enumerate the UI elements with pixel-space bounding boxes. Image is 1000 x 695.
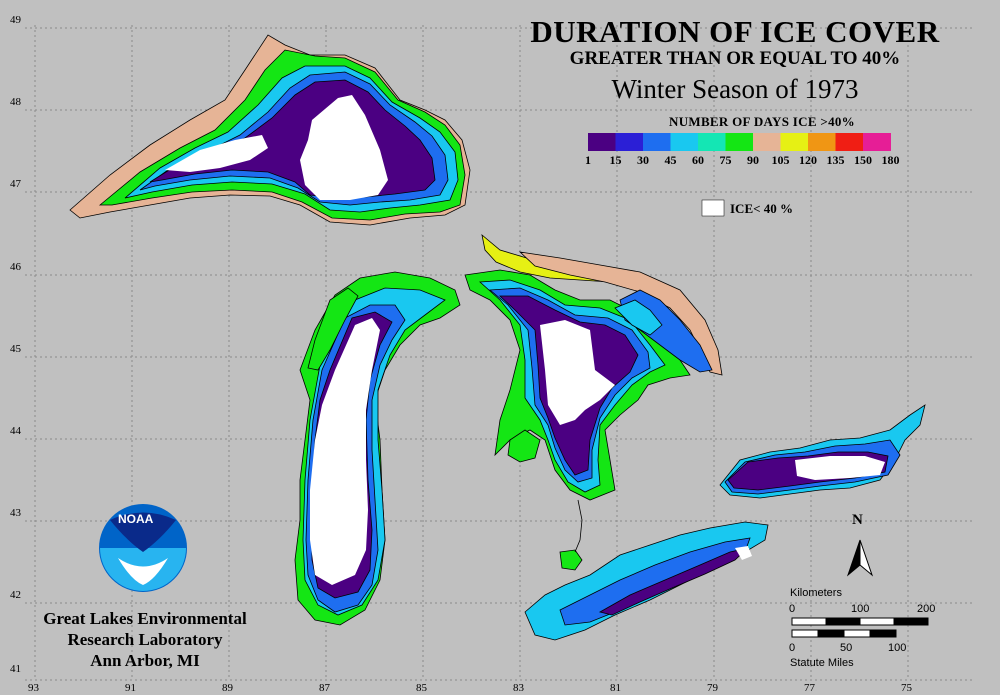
huron-ice-lt-40: [540, 320, 615, 425]
saginaw-bay-green: [507, 429, 541, 463]
lat-label: 47: [10, 178, 21, 190]
scale-mi-tick: 0: [789, 642, 796, 654]
legend-swatch: [588, 133, 616, 151]
lat-label: 46: [10, 261, 21, 273]
legend-tick-labels: 1 15 30 45 60 75 90 105 120 135 150 180: [585, 153, 900, 167]
legend-swatch: [835, 133, 864, 151]
lake-michigan: [294, 271, 461, 626]
scale-km-label: Kilometers: [790, 587, 842, 599]
north-channel-tan-90: [518, 251, 723, 376]
legend-tick-label: 45: [665, 153, 677, 167]
lon-label: 93: [28, 682, 39, 694]
lat-label: 49: [10, 14, 21, 26]
legend-tick-label: 75: [720, 153, 732, 167]
scale-mi-tick: 100: [888, 642, 907, 654]
legend-swatch: [615, 133, 644, 151]
credit-line-3: Ann Arbor, MI: [90, 651, 200, 670]
lon-label: 77: [804, 682, 815, 694]
lat-label: 42: [10, 589, 21, 601]
legend-tick-label: 180: [882, 153, 900, 167]
lake-erie: [524, 521, 769, 641]
legend-tick-label: 90: [747, 153, 759, 167]
ontario-ice-lt-40: [795, 456, 885, 480]
scale-bar-km: [791, 617, 929, 626]
st-clair-green: [559, 549, 583, 571]
lon-label: 87: [319, 682, 330, 694]
georgian-bay-cyan: [614, 299, 663, 336]
north-label: N: [852, 512, 863, 528]
legend-swatch: [698, 133, 726, 151]
legend-tick-label: 60: [692, 153, 704, 167]
legend-tick-label: 120: [799, 153, 817, 167]
north-channel: [481, 233, 723, 376]
scale-km-tick: 200: [917, 603, 936, 615]
legend-swatch: [753, 133, 781, 151]
lon-label: 85: [416, 682, 427, 694]
noaa-logo-icon: [99, 504, 187, 592]
legend-tick-label: 1: [585, 153, 591, 167]
lon-label: 79: [707, 682, 718, 694]
legend-swatch: [670, 133, 699, 151]
legend-ice-lt-40-label: ICE< 40 %: [730, 201, 794, 216]
lon-label: 83: [513, 682, 524, 694]
noaa-logo-text: NOAA: [118, 512, 154, 526]
legend-tick-label: 15: [610, 153, 622, 167]
lake-ontario: [719, 404, 926, 499]
scale-mi-label: Statute Miles: [790, 657, 854, 669]
lake-superior: [69, 34, 471, 226]
erie-white-patch: [735, 546, 752, 560]
lat-label: 44: [10, 425, 21, 437]
credit-line-2: Research Laboratory: [67, 630, 223, 649]
michigan-ice-lt-40: [310, 318, 380, 585]
lon-label: 75: [901, 682, 912, 694]
legend-tick-label: 30: [637, 153, 649, 167]
superior-ice-lt-40-east: [300, 95, 388, 200]
lake-st-clair: [559, 499, 583, 571]
lat-label: 45: [10, 343, 21, 355]
legend-swatch: [780, 133, 809, 151]
scale-mi-tick: 50: [840, 642, 853, 654]
legend-tick-label: 150: [854, 153, 872, 167]
credit-line-1: Great Lakes Environmental: [43, 609, 247, 628]
superior-ice-lt-40-west: [165, 135, 268, 172]
lake-huron: [464, 269, 713, 501]
legend-ice-lt-40-swatch: [701, 199, 725, 217]
scale-km-tick: 100: [851, 603, 870, 615]
legend-tick-label: 105: [772, 153, 790, 167]
legend-swatch: [725, 133, 754, 151]
lat-label: 43: [10, 507, 21, 519]
legend-swatch: [808, 133, 836, 151]
legend-tick-label: 135: [827, 153, 845, 167]
legend-title: NUMBER OF DAYS ICE >40%: [669, 114, 855, 129]
legend-colorbar: [588, 133, 891, 151]
lon-label: 89: [222, 682, 233, 694]
green-bay-green: [307, 287, 359, 371]
legend-swatch: [643, 133, 671, 151]
legend-swatch: [863, 133, 891, 151]
scale-km-tick: 0: [789, 603, 796, 615]
map-subtitle: GREATER THAN OR EQUAL TO 40%: [569, 48, 901, 69]
north-arrow: [846, 539, 874, 577]
lon-label: 91: [125, 682, 136, 694]
st-clair-river: [574, 499, 583, 553]
lat-label: 48: [10, 96, 21, 108]
scale-bar-mi: [791, 629, 897, 638]
lon-label: 81: [610, 682, 621, 694]
season-label: Winter Season of 1973: [611, 74, 859, 104]
lat-label: 41: [10, 663, 21, 675]
map-title: DURATION OF ICE COVER: [530, 14, 940, 49]
